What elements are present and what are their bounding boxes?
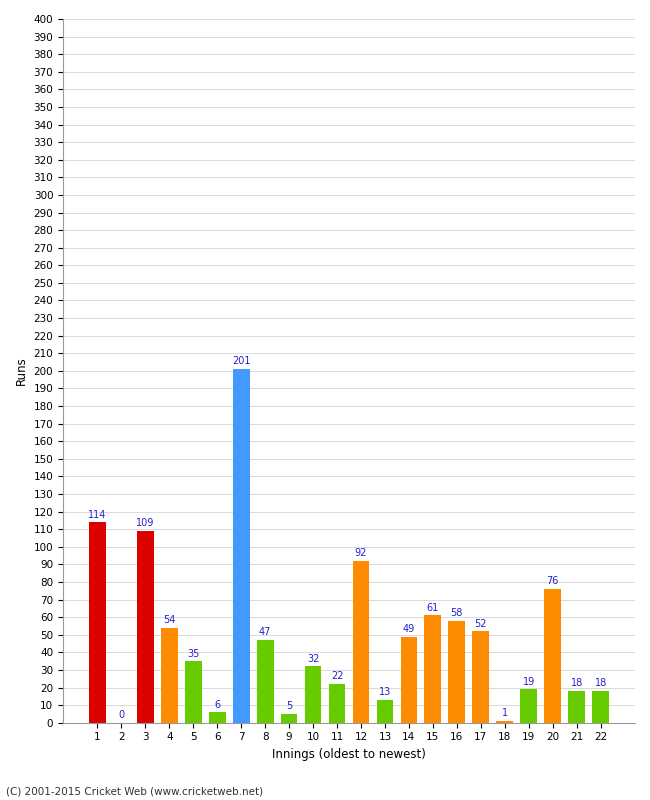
Bar — [473, 631, 489, 722]
Text: 76: 76 — [547, 576, 559, 586]
Text: 35: 35 — [187, 649, 200, 658]
Bar — [544, 589, 561, 722]
Text: 54: 54 — [163, 615, 176, 625]
Bar — [257, 640, 274, 722]
Bar — [209, 712, 226, 722]
Text: 32: 32 — [307, 654, 319, 664]
Text: 18: 18 — [571, 678, 583, 689]
Text: 114: 114 — [88, 510, 107, 519]
Text: 5: 5 — [286, 702, 292, 711]
Text: 47: 47 — [259, 627, 271, 638]
X-axis label: Innings (oldest to newest): Innings (oldest to newest) — [272, 748, 426, 761]
Bar — [592, 691, 609, 722]
Bar — [137, 531, 153, 722]
Text: 49: 49 — [403, 624, 415, 634]
Text: 58: 58 — [450, 608, 463, 618]
Bar — [185, 661, 202, 722]
Bar — [497, 721, 513, 722]
Bar — [448, 621, 465, 722]
Text: 6: 6 — [214, 699, 220, 710]
Bar — [521, 690, 537, 722]
Bar — [424, 615, 441, 722]
Bar — [568, 691, 585, 722]
Bar — [329, 684, 345, 722]
Text: 19: 19 — [523, 677, 535, 686]
Text: (C) 2001-2015 Cricket Web (www.cricketweb.net): (C) 2001-2015 Cricket Web (www.cricketwe… — [6, 786, 264, 796]
Text: 0: 0 — [118, 710, 124, 720]
Bar — [281, 714, 298, 722]
Text: 92: 92 — [355, 548, 367, 558]
Text: 52: 52 — [474, 618, 487, 629]
Y-axis label: Runs: Runs — [15, 357, 28, 386]
Text: 22: 22 — [331, 671, 343, 682]
Text: 18: 18 — [595, 678, 606, 689]
Text: 13: 13 — [379, 687, 391, 698]
Bar — [233, 369, 250, 722]
Text: 201: 201 — [232, 357, 250, 366]
Bar — [400, 637, 417, 722]
Text: 1: 1 — [502, 708, 508, 718]
Bar — [89, 522, 106, 722]
Bar — [376, 700, 393, 722]
Text: 61: 61 — [427, 602, 439, 613]
Bar — [352, 561, 369, 722]
Bar — [305, 666, 322, 722]
Text: 109: 109 — [136, 518, 155, 528]
Bar — [161, 628, 177, 722]
